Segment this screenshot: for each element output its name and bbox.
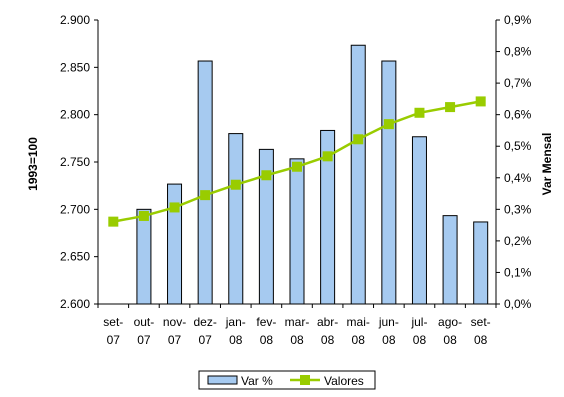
line-point <box>475 96 486 107</box>
y-right-tick-label: 0,5% <box>504 139 532 153</box>
bar <box>258 148 274 305</box>
x-tick-label: fev-08 <box>256 315 276 347</box>
x-tick-label: mar-08 <box>285 315 310 347</box>
bar <box>350 44 366 305</box>
x-tick-label: nov-07 <box>163 315 186 347</box>
x-tick-label: dez-07 <box>193 315 216 347</box>
y-left-tick-label: 2.600 <box>60 297 90 311</box>
line-point <box>169 202 180 213</box>
y-left-tick-label: 2.850 <box>60 60 90 74</box>
y-right-tick-label: 0,0% <box>504 297 532 311</box>
x-tick-label: jul-08 <box>410 315 427 347</box>
line-point <box>322 151 333 162</box>
bar <box>167 183 183 305</box>
y-right-tick-label: 0,1% <box>504 265 532 279</box>
x-tick-label: set-08 <box>471 315 491 347</box>
line-point <box>414 107 425 118</box>
bar <box>411 136 427 305</box>
line-point <box>108 216 119 227</box>
y-left-axis-title: 1993=100 <box>26 137 40 191</box>
line-point <box>138 210 149 221</box>
line-point <box>292 161 302 172</box>
bar <box>320 129 336 305</box>
line-point <box>353 134 364 145</box>
y-right-tick-label: 0,7% <box>504 76 532 90</box>
y-right-tick-label: 0,4% <box>504 171 532 185</box>
legend-swatch-marker <box>300 375 310 385</box>
y-right-tick-label: 0,8% <box>504 45 532 59</box>
y-right-tick-label: 0,2% <box>504 234 532 248</box>
x-tick-label: jan-08 <box>225 315 246 347</box>
x-tick-label: set-07 <box>103 315 123 347</box>
legend-box <box>198 370 376 390</box>
x-tick-label: mai-08 <box>347 315 370 347</box>
x-tick-label: out-07 <box>134 315 155 347</box>
line-point <box>383 119 394 130</box>
bar <box>473 221 489 305</box>
y-right-tick-label: 0,9% <box>504 13 532 27</box>
bar <box>136 208 152 305</box>
y-left-tick-label: 2.900 <box>60 13 90 27</box>
y-left-tick-label: 2.650 <box>60 250 90 264</box>
y-right-tick-label: 0,6% <box>504 108 532 122</box>
line-point <box>230 179 241 190</box>
y-right-tick-label: 0,3% <box>504 202 532 216</box>
bar <box>381 60 397 305</box>
bar <box>228 133 244 305</box>
y-left-tick-label: 2.800 <box>60 108 90 122</box>
x-tick-label: jun-08 <box>378 315 399 347</box>
legend-swatch-bar <box>207 375 238 385</box>
bar <box>289 158 305 305</box>
legend-label: Valores <box>324 374 364 388</box>
line-point <box>445 102 456 113</box>
bar <box>442 215 458 305</box>
x-tick-label: abr-08 <box>317 315 338 347</box>
line-point <box>261 170 272 181</box>
legend: Var % Valores <box>198 370 376 390</box>
legend-label: Var % <box>241 374 273 388</box>
line-point <box>200 190 211 201</box>
y-left-tick-label: 2.750 <box>60 155 90 169</box>
y-left-tick-label: 2.700 <box>60 202 90 216</box>
bar <box>197 60 213 305</box>
y-right-axis-title: Var Mensal <box>540 133 554 196</box>
x-tick-label: ago-08 <box>438 315 462 347</box>
